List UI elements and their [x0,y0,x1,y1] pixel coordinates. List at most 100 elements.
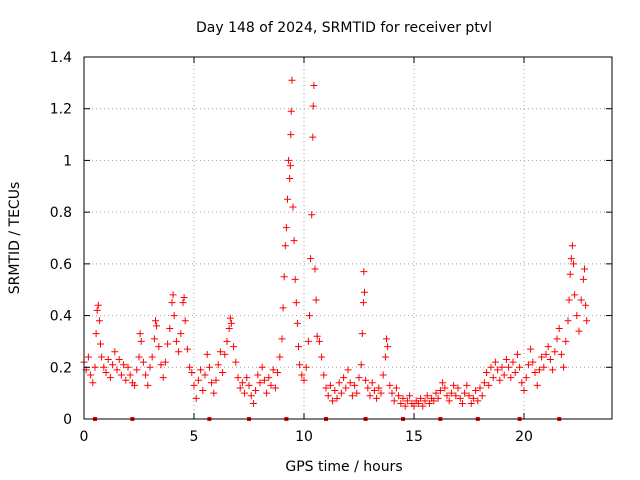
data-point [205,363,213,371]
data-point [507,374,515,382]
data-point [397,399,405,407]
data-point [346,379,354,387]
data-point [318,353,326,361]
data-point [180,293,188,301]
data-point [293,319,301,327]
data-point [353,389,361,397]
y-tick-label: 0.8 [50,205,72,221]
data-point [221,350,229,358]
data-point [208,379,216,387]
data-point [93,306,101,314]
data-point [443,392,451,400]
data-point [281,242,289,250]
data-point [92,330,100,338]
data-point [274,368,282,376]
data-point [421,397,429,405]
y-axis-label: SRMTID / TECUs [7,182,23,295]
data-point [360,268,368,276]
data-point [386,381,394,389]
data-point [535,366,543,374]
data-point [91,363,99,371]
data-point [131,381,139,389]
data-point [100,363,108,371]
data-point [122,376,130,384]
data-point [216,348,224,356]
y-tick-label: 0 [63,412,72,428]
data-point [329,397,337,405]
data-point [487,363,495,371]
data-point [333,394,341,402]
data-point [238,379,246,387]
x-tick-label: 15 [405,429,423,445]
data-point [212,376,220,384]
data-point [236,384,244,392]
data-point [307,255,315,263]
data-point [291,275,299,283]
data-point [458,399,466,407]
data-point [351,381,359,389]
data-point [406,392,414,400]
data-point [267,381,275,389]
data-point [361,288,368,296]
data-point [357,361,365,369]
data-point [230,343,238,351]
data-point [164,340,172,348]
data-point [84,353,92,361]
data-point [342,384,350,392]
data-point [553,335,561,343]
data-point [388,389,396,397]
data-point [146,363,154,371]
data-point [181,317,189,325]
data-point [476,384,484,392]
data-point [500,371,508,379]
data-point [358,330,366,338]
data-point [155,343,163,351]
data-point [439,379,447,387]
data-point [498,363,506,371]
data-point [106,374,114,382]
data-point [247,392,255,400]
data-point [159,374,167,382]
data-point [565,296,573,304]
data-point [177,330,185,338]
data-point [194,376,202,384]
data-point [326,381,334,389]
data-point [219,368,227,376]
data-point [310,81,318,89]
data-point [306,312,313,320]
data-point [300,376,308,384]
data-point [113,366,121,374]
data-point [399,394,407,402]
data-point [166,325,174,332]
data-point [199,387,207,395]
data-point [312,296,320,304]
data-point [454,384,462,392]
x-tick-label: 20 [515,429,533,445]
data-point [172,337,180,345]
data-point [197,366,205,374]
data-point [483,368,491,376]
data-point [568,242,576,250]
data-point [502,356,510,364]
data-point [97,340,104,348]
data-point [284,195,291,203]
data-point [489,374,497,382]
data-point [511,368,519,376]
data-point [419,402,427,410]
data-point [144,381,152,389]
data-point [377,389,385,397]
data-point [117,371,125,379]
data-point [373,394,381,402]
data-point [527,345,535,353]
data-point [450,381,458,389]
data-point [152,317,159,325]
data-point [564,317,572,325]
data-point [531,368,539,376]
data-point [441,384,449,392]
data-point [567,255,575,263]
data-point [366,392,374,400]
data-point [133,366,141,374]
data-point [169,291,177,299]
data-point [544,343,552,351]
data-point [549,366,557,374]
